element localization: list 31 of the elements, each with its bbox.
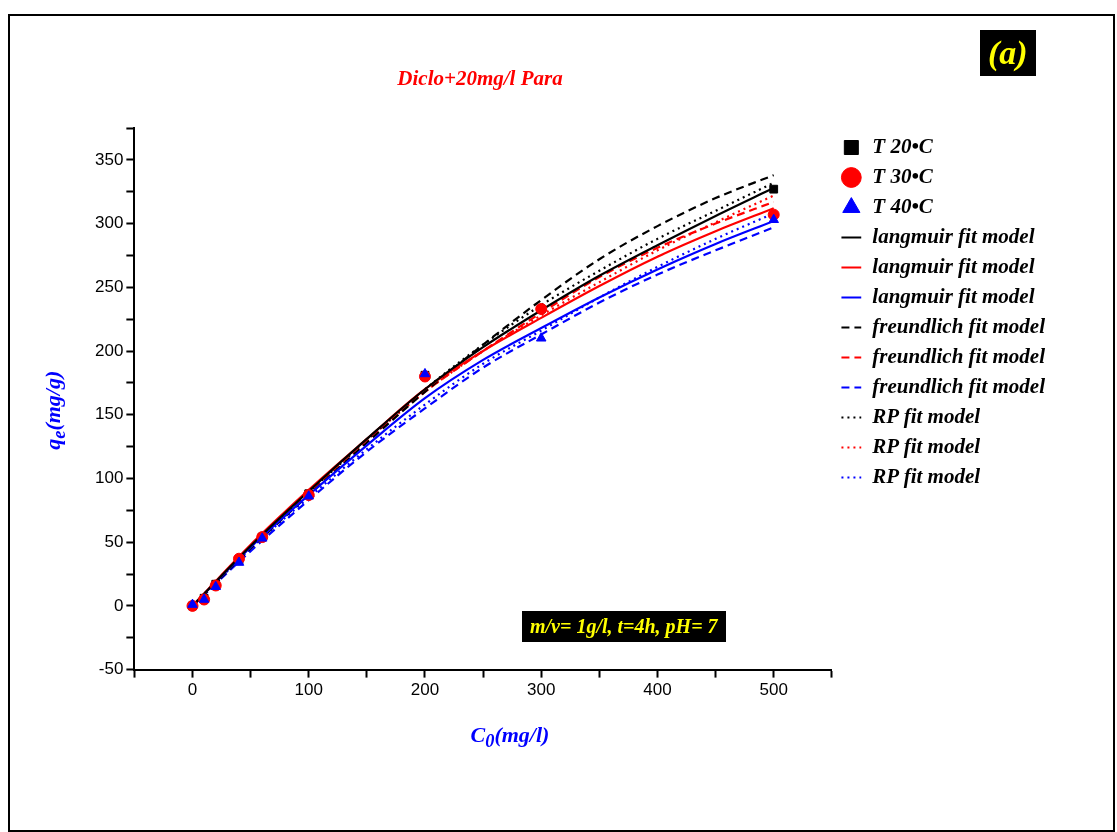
legend-label: T 40•C [872, 193, 934, 218]
legend-label: RP fit model [871, 433, 981, 458]
y-tick-label: 0 [113, 595, 124, 615]
x-tick-label: 100 [294, 680, 323, 700]
x-tick-label: 0 [187, 680, 198, 700]
legend-label: T 20•C [872, 133, 934, 158]
x-tick-label: 200 [410, 680, 440, 700]
y-tick-label: 250 [94, 276, 124, 296]
y-tick-label: 150 [94, 404, 124, 424]
y-tick-label: 300 [94, 213, 124, 233]
chart-title: Diclo+20mg/l Para [396, 66, 564, 91]
legend-label: RP fit model [871, 463, 981, 488]
legend-label: freundlich fit model [872, 313, 1046, 338]
legend-label: RP fit model [871, 403, 981, 428]
legend-label: langmuir fit model [872, 283, 1035, 308]
x-axis-title: C$_{0}$(mg/l) [469, 722, 551, 753]
y-tick-label: -50 [98, 659, 124, 679]
y-tick-label: 100 [94, 468, 124, 488]
x-tick-label: 400 [643, 680, 672, 700]
legend-label: freundlich fit model [872, 373, 1046, 398]
legend-label: langmuir fit model [872, 253, 1035, 278]
y-tick-label: 200 [94, 340, 124, 360]
legend-label: freundlich fit model [872, 343, 1046, 368]
text: (a) [980, 30, 1036, 76]
y-tick-label: 50 [104, 531, 124, 551]
x-tick-label: 500 [759, 680, 788, 700]
annotation: m/v= 1g/l, t=4h, pH= 7 [522, 611, 726, 642]
x-tick-label: 300 [527, 680, 556, 700]
y-tick-label: 350 [94, 149, 124, 169]
legend-label: T 30•C [872, 163, 934, 188]
legend-label: langmuir fit model [872, 223, 1035, 248]
